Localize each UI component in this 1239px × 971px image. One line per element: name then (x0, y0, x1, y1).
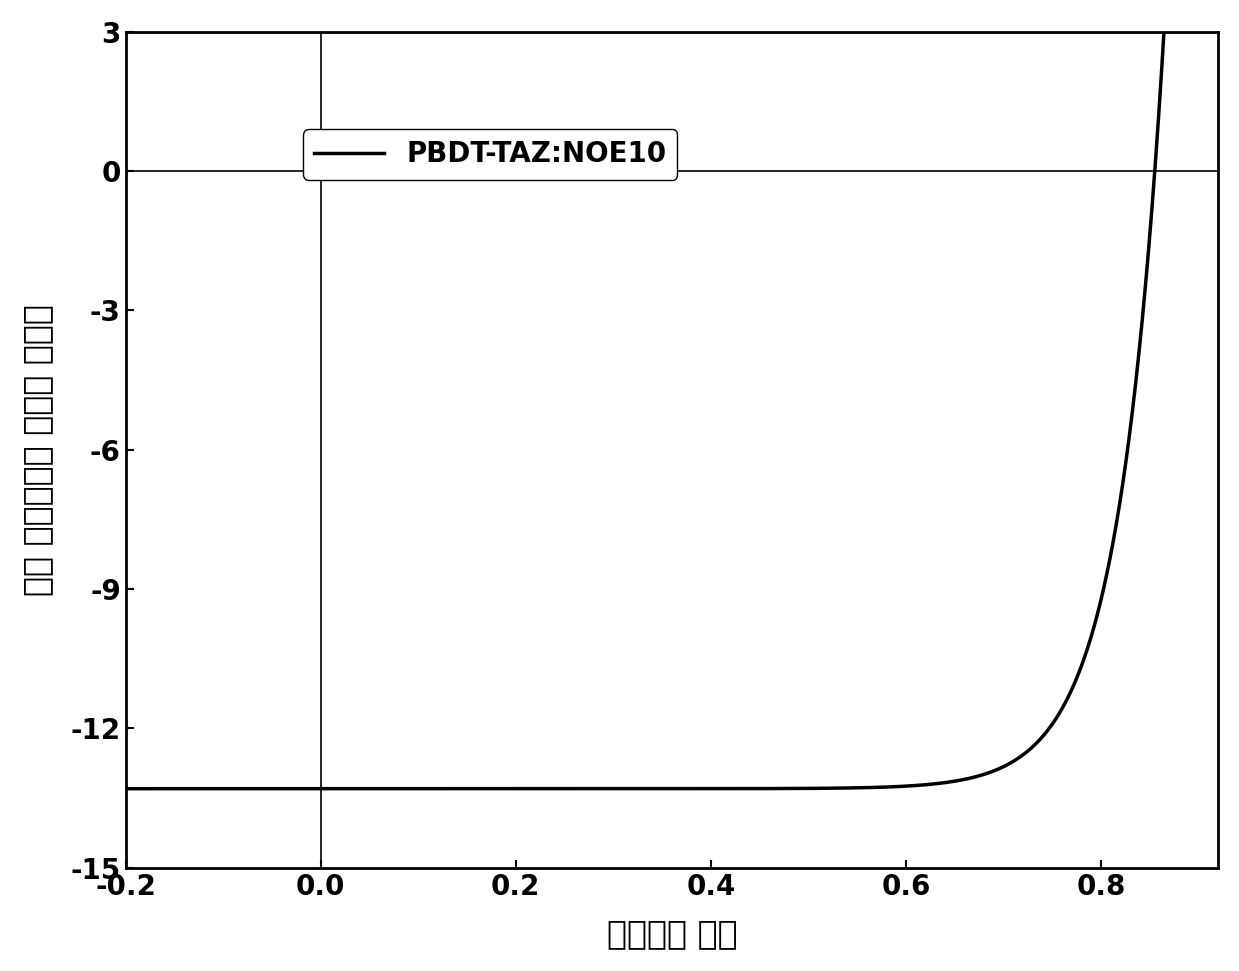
PBDT-TAZ:NOE10 (963, 772, 978, 784)
Y-axis label: 电流 密度（毫安 每平方 厘米）: 电流 密度（毫安 每平方 厘米） (21, 304, 53, 595)
Legend: PBDT-TAZ:NOE10: PBDT-TAZ:NOE10 (304, 129, 678, 180)
PBDT-TAZ:NOE10 (595, 783, 610, 794)
PBDT-TAZ:NOE10 (556, 783, 571, 794)
Line: PBDT-TAZ:NOE10: PBDT-TAZ:NOE10 (125, 9, 1208, 788)
PBDT-TAZ:NOE10 (1158, 3, 1173, 15)
PBDT-TAZ:NOE10 (229, 783, 244, 794)
PBDT-TAZ:NOE10 (861, 782, 876, 793)
PBDT-TAZ:NOE10 (118, 783, 133, 794)
X-axis label: 电压（伏 特）: 电压（伏 特） (607, 918, 737, 951)
PBDT-TAZ:NOE10 (983, 767, 997, 779)
PBDT-TAZ:NOE10 (1201, 3, 1215, 15)
